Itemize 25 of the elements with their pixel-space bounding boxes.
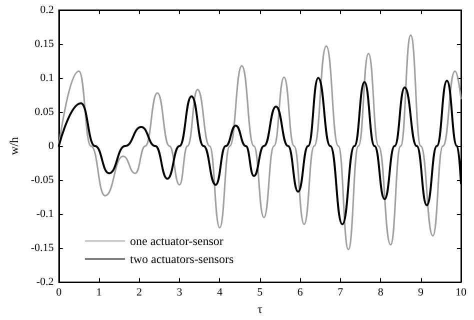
legend-label: two actuators-sensors bbox=[130, 252, 234, 266]
x-axis-title: τ bbox=[257, 302, 262, 316]
x-tick-label: 8 bbox=[378, 286, 384, 299]
legend-label: one actuator-sensor bbox=[130, 234, 224, 248]
y-tick-label: 0 bbox=[48, 140, 54, 152]
y-axis-title: w/h bbox=[7, 137, 21, 156]
x-tick-label: 9 bbox=[418, 286, 424, 299]
y-tick-label: -0.15 bbox=[30, 242, 54, 254]
y-tick-label: -0.1 bbox=[36, 208, 54, 220]
y-tick-label: 0.15 bbox=[34, 38, 54, 50]
y-tick-label: 0.1 bbox=[40, 72, 54, 84]
y-tick-label: 0.2 bbox=[40, 4, 54, 16]
x-tick-label: 0 bbox=[56, 286, 62, 299]
y-tick-label: -0.05 bbox=[30, 174, 54, 186]
x-tick-label: 6 bbox=[297, 286, 304, 299]
x-tick-label: 10 bbox=[456, 286, 467, 299]
x-tick-label: 7 bbox=[338, 286, 344, 299]
line-series bbox=[58, 34, 462, 250]
y-tick-label: -0.2 bbox=[36, 276, 54, 288]
x-tick-label: 1 bbox=[96, 286, 102, 299]
x-tick-label: 4 bbox=[216, 286, 223, 299]
x-tick-label: 3 bbox=[176, 286, 183, 299]
x-tick-label: 2 bbox=[136, 286, 142, 299]
y-tick-label: 0.05 bbox=[34, 106, 54, 118]
x-tick-label: 5 bbox=[257, 286, 264, 299]
